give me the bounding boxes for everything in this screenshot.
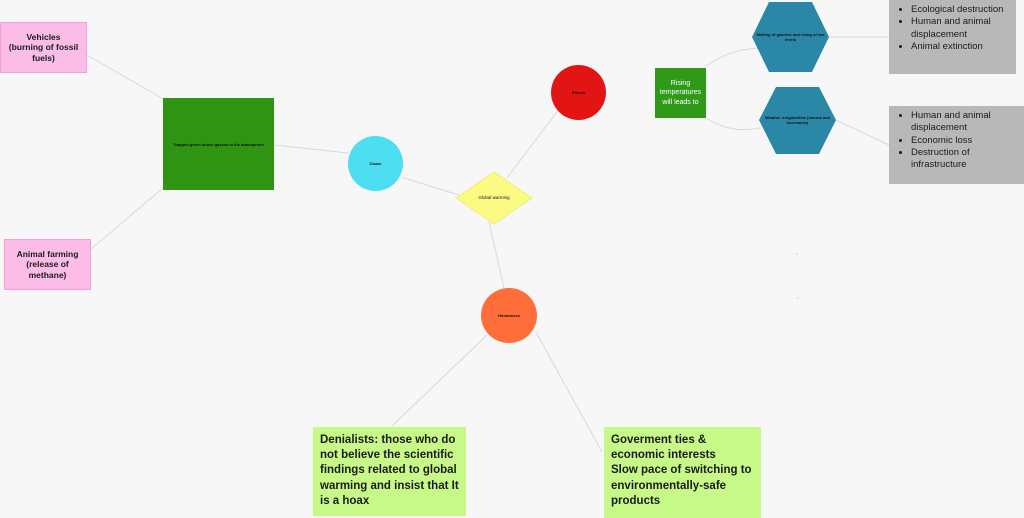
hexagon-melting-glaciers-label: Melting of glaciers and rising of sea le… [756, 31, 825, 42]
outcome-item: Ecological destruction [911, 4, 1010, 16]
connector-hex2-outcome2 [835, 119, 890, 146]
connector-global-effects [506, 108, 560, 179]
connector-global-hindrances [488, 221, 505, 289]
outcome-item: Human and animal displacement [911, 16, 1010, 41]
hexagon-weather-irregularities-label: Weather irregularities (storms and hurri… [764, 114, 831, 125]
global-warming-label: Global warming [478, 195, 510, 201]
sticky-animal-farming[interactable]: Animal farming (release of methane) [4, 239, 91, 290]
hindrances-circle[interactable]: Hindrances [481, 288, 537, 343]
outcomes-box-1[interactable]: Ecological destruction Human and animal … [889, 0, 1016, 74]
outcomes-list-2: Human and animal displacement Economic l… [889, 110, 1018, 172]
stray-mark [797, 297, 799, 299]
greenhouse-gases-box[interactable]: Trapped green house gasses in the atmosp… [163, 98, 274, 190]
outcome-item: Destruction of infrastructure [911, 147, 1018, 172]
outcome-item: Animal extinction [911, 41, 1010, 53]
connector-animal-farming [89, 187, 164, 251]
global-warming-diamond[interactable] [455, 171, 533, 225]
sticky-government-ties[interactable]: Goverment ties & economic interests Slow… [604, 427, 761, 518]
connector-vehicles [86, 54, 166, 101]
connector-hindrances-denialists [391, 334, 488, 427]
connector-greenhouse-cause [273, 144, 349, 154]
outcomes-list-1: Ecological destruction Human and animal … [889, 4, 1010, 53]
stray-mark [796, 253, 798, 255]
rising-temperatures-box[interactable]: Rising temperatures will leads to [655, 68, 706, 118]
sticky-vehicles[interactable]: Vehicles (burning of fossil fuels) [0, 22, 87, 73]
sticky-denialists[interactable]: Denialists: those who do not believe the… [313, 427, 466, 516]
outcome-item: Human and animal displacement [911, 110, 1018, 135]
cause-circle[interactable]: Cause [348, 136, 403, 191]
hexagon-melting-glaciers[interactable] [752, 2, 829, 72]
outcome-item: Economic loss [911, 135, 1018, 147]
connector-cause-global [400, 176, 463, 197]
hexagon-weather-irregularities[interactable] [759, 87, 836, 154]
connector-hindrances-government [535, 331, 603, 453]
connector-bridge-hex2 [705, 117, 761, 131]
outcomes-box-2[interactable]: Human and animal displacement Economic l… [889, 106, 1024, 184]
connector-bridge-hex1 [705, 47, 759, 67]
effects-circle[interactable]: Effects [551, 65, 606, 120]
